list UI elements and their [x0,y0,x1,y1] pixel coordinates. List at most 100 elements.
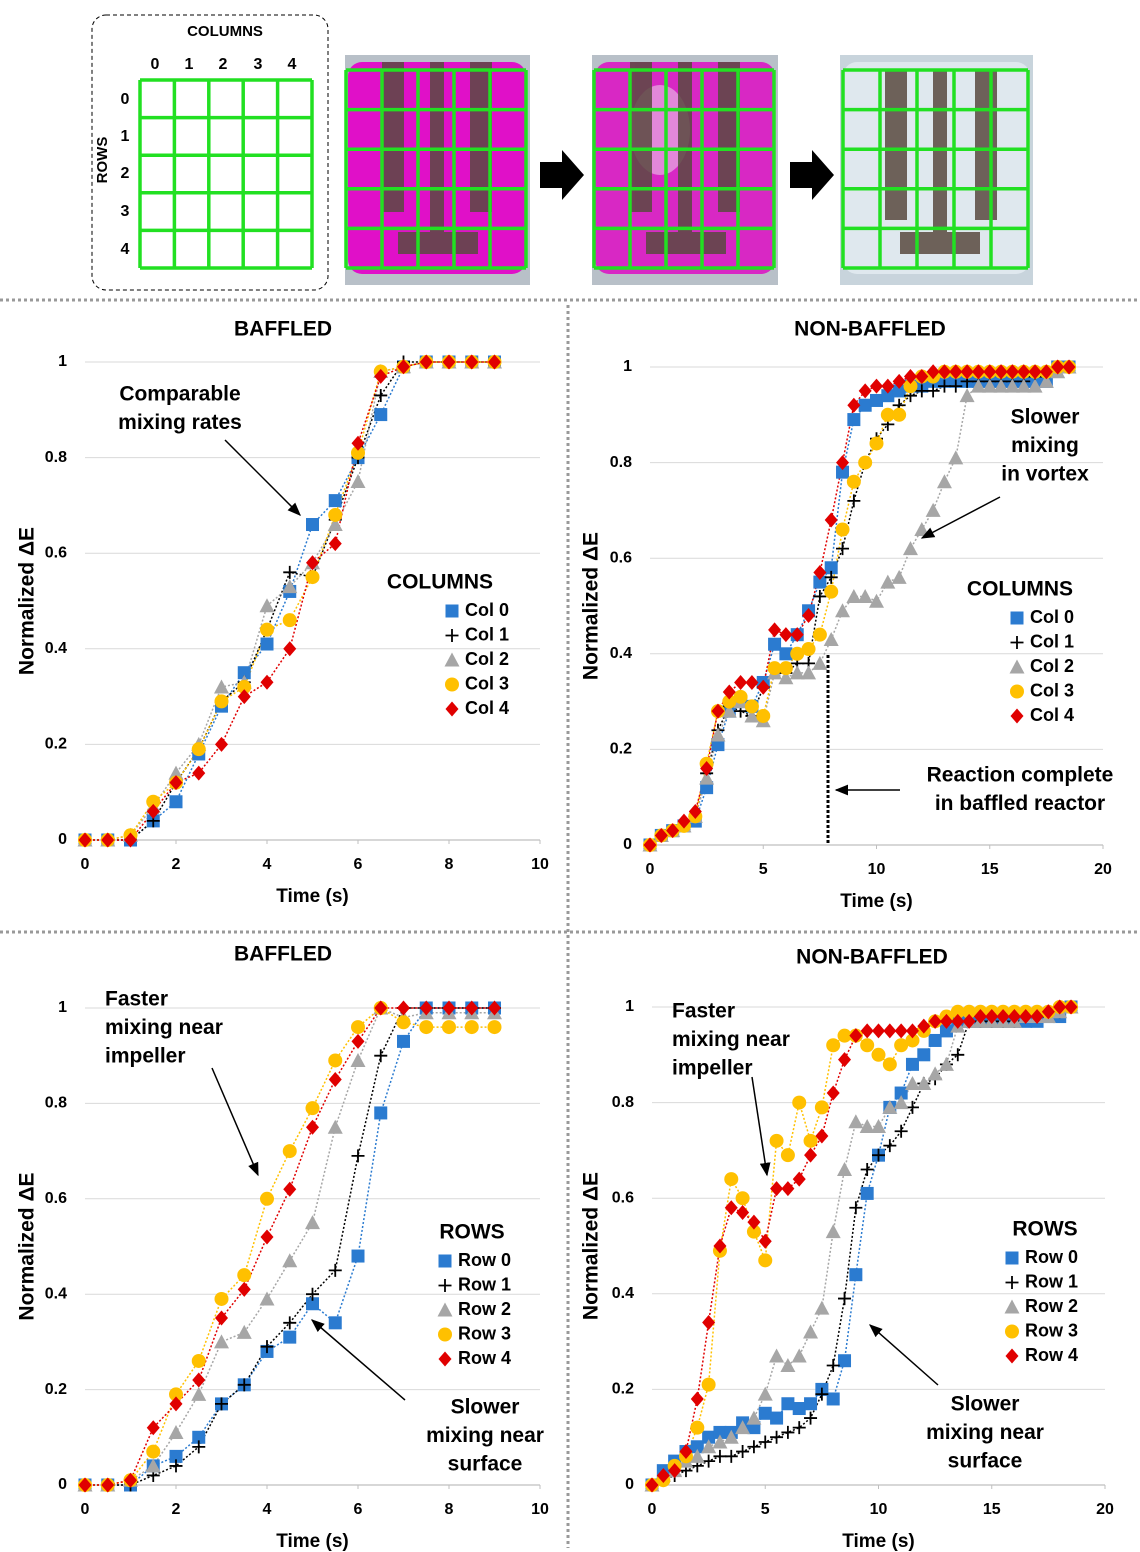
marker [982,378,998,393]
marker [815,1387,829,1401]
marker [464,1020,479,1035]
y-axis-label: Normalized ΔE [16,527,39,675]
marker [880,407,895,422]
marker [825,1224,841,1239]
legend-title: COLUMNS [387,571,493,594]
legend-label: Col 3 [465,673,509,693]
marker [374,368,388,384]
marker [702,1430,716,1444]
marker [145,1458,161,1473]
marker [351,445,365,460]
column-number: 2 [219,56,228,73]
marker [792,1421,806,1435]
marker [397,1000,410,1016]
marker [859,1119,875,1133]
marker [769,1348,785,1363]
marker [758,1253,773,1268]
legend-marker [1010,708,1024,724]
legend-label: Row 0 [458,1250,511,1270]
marker [858,383,872,399]
y-tick-label: 0.2 [610,741,632,758]
marker [780,1358,796,1372]
marker [283,1181,297,1197]
y-axis-label: Normalized ΔE [580,532,603,680]
marker [465,354,479,370]
annotation: mixing near [672,1028,790,1051]
y-axis-label: Normalized ΔE [16,1172,39,1320]
marker [892,384,906,398]
annotation: impeller [672,1057,753,1080]
marker [860,1163,874,1177]
marker [905,1033,920,1048]
marker [282,1144,297,1159]
y-tick-label: 0.8 [45,449,67,466]
marker [1062,359,1076,375]
annotation: Slower [451,1396,520,1419]
marker [237,666,251,680]
legend-marker [445,677,459,692]
marker [837,1028,852,1043]
marker [971,364,985,380]
marker [836,542,850,556]
y-tick-label: 0 [58,831,67,848]
marker [192,1372,206,1388]
marker [374,408,388,422]
y-tick-label: 1 [625,998,634,1015]
marker [1053,999,1067,1015]
marker [351,1033,365,1049]
marker [790,646,805,661]
annotation-arrow [310,1319,406,1401]
marker [374,1049,388,1063]
marker [869,436,884,451]
marker [903,379,918,394]
marker [903,369,917,385]
marker [736,1445,750,1459]
legend-marker [445,701,459,717]
marker [770,1430,784,1444]
marker [915,369,929,385]
marker [168,1425,184,1440]
marker [835,603,851,618]
rows-label: ROWS [94,137,111,184]
marker [1041,1004,1055,1020]
marker [1064,999,1078,1015]
marker [306,1119,319,1135]
marker [937,364,951,380]
marker [350,1052,366,1067]
marker [282,1253,298,1268]
column-number: 4 [288,56,297,73]
marker [928,1033,942,1047]
marker [803,1133,818,1148]
series-line [85,1007,495,1486]
annotation-arrow [211,1067,259,1177]
marker [846,588,862,603]
marker [801,665,817,680]
marker [169,1387,183,1402]
marker [847,413,861,427]
marker [824,512,838,528]
y-tick-label: 0.6 [610,549,632,566]
annotation: surface [448,1453,523,1476]
marker [711,703,725,719]
marker [812,655,828,670]
marker [723,1429,739,1444]
x-axis-label: Time (s) [842,1531,915,1552]
marker [747,1214,761,1230]
marker [192,1440,206,1454]
marker [327,1119,343,1134]
marker [781,1181,795,1197]
x-axis-label: Time (s) [840,891,913,912]
marker [1027,378,1043,393]
legend-label: Col 0 [465,600,509,620]
marker [928,1013,942,1029]
x-tick-label: 0 [81,856,90,873]
marker [419,1000,433,1016]
marker [101,832,115,848]
annotation-arrow [751,1076,771,1177]
marker [949,364,963,380]
marker [306,1287,319,1301]
marker [260,1340,274,1354]
x-tick-label: 2 [172,856,181,873]
marker [892,373,906,389]
marker [1017,364,1031,380]
